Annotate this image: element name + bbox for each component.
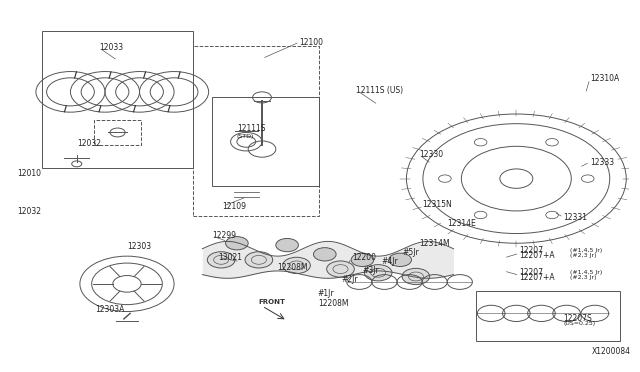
Text: 12315N: 12315N: [422, 200, 452, 209]
Text: 12330: 12330: [419, 150, 443, 159]
Circle shape: [402, 268, 429, 285]
Text: 12032: 12032: [77, 139, 100, 148]
Circle shape: [225, 237, 248, 250]
Text: 12303A: 12303A: [95, 305, 125, 314]
Text: (STD): (STD): [237, 134, 254, 139]
Text: 12303: 12303: [127, 243, 151, 251]
Text: #5Jr: #5Jr: [402, 248, 419, 257]
Text: 12314E: 12314E: [447, 219, 476, 228]
Text: 12207: 12207: [520, 268, 543, 277]
Text: 12200: 12200: [352, 253, 376, 263]
Text: (#2,3 Jr): (#2,3 Jr): [570, 253, 596, 257]
Text: 12010: 12010: [17, 169, 41, 177]
Text: 12208M: 12208M: [278, 263, 308, 272]
Circle shape: [283, 257, 310, 273]
Text: 12207S: 12207S: [563, 314, 592, 323]
Text: 12333: 12333: [590, 157, 614, 167]
Bar: [476, 291, 620, 341]
Text: 12331: 12331: [563, 213, 588, 222]
Text: 12207: 12207: [520, 246, 543, 255]
Text: 12207+A: 12207+A: [520, 273, 555, 282]
Text: FRONT: FRONT: [259, 299, 286, 305]
Text: 12033: 12033: [99, 43, 123, 52]
Text: #4Jr: #4Jr: [381, 257, 398, 266]
Text: 12032: 12032: [17, 207, 41, 217]
Circle shape: [351, 253, 374, 266]
Text: #2Jr: #2Jr: [342, 275, 358, 283]
Text: 12111S: 12111S: [237, 124, 266, 133]
Bar: [212, 97, 319, 186]
Text: (#1,4,5 Jr): (#1,4,5 Jr): [570, 270, 602, 275]
Circle shape: [245, 252, 273, 268]
Bar: [42, 31, 193, 167]
Text: #1Jr: #1Jr: [318, 289, 335, 298]
Text: 12310A: 12310A: [590, 74, 619, 83]
Text: 12299: 12299: [212, 231, 236, 240]
Circle shape: [314, 248, 336, 261]
Text: 13021: 13021: [218, 253, 242, 262]
Circle shape: [389, 253, 412, 266]
Text: X1200084: X1200084: [592, 347, 630, 356]
Circle shape: [326, 261, 355, 277]
Text: #3Jr: #3Jr: [362, 266, 380, 275]
Text: 12100: 12100: [300, 38, 324, 46]
Text: (#2,3 Jr): (#2,3 Jr): [570, 275, 596, 280]
Text: 12207+A: 12207+A: [520, 251, 555, 260]
Text: (US=0.25): (US=0.25): [563, 321, 596, 326]
Text: 12314M: 12314M: [419, 240, 450, 248]
Circle shape: [207, 252, 235, 268]
Text: 12208M: 12208M: [318, 299, 348, 308]
Circle shape: [364, 264, 392, 281]
Bar: [94, 119, 141, 145]
Circle shape: [276, 238, 298, 252]
Text: (#1,4,5 Jr): (#1,4,5 Jr): [570, 248, 602, 253]
Text: 12111S (US): 12111S (US): [356, 86, 403, 94]
Bar: [193, 46, 319, 215]
Text: 12109: 12109: [223, 202, 246, 211]
